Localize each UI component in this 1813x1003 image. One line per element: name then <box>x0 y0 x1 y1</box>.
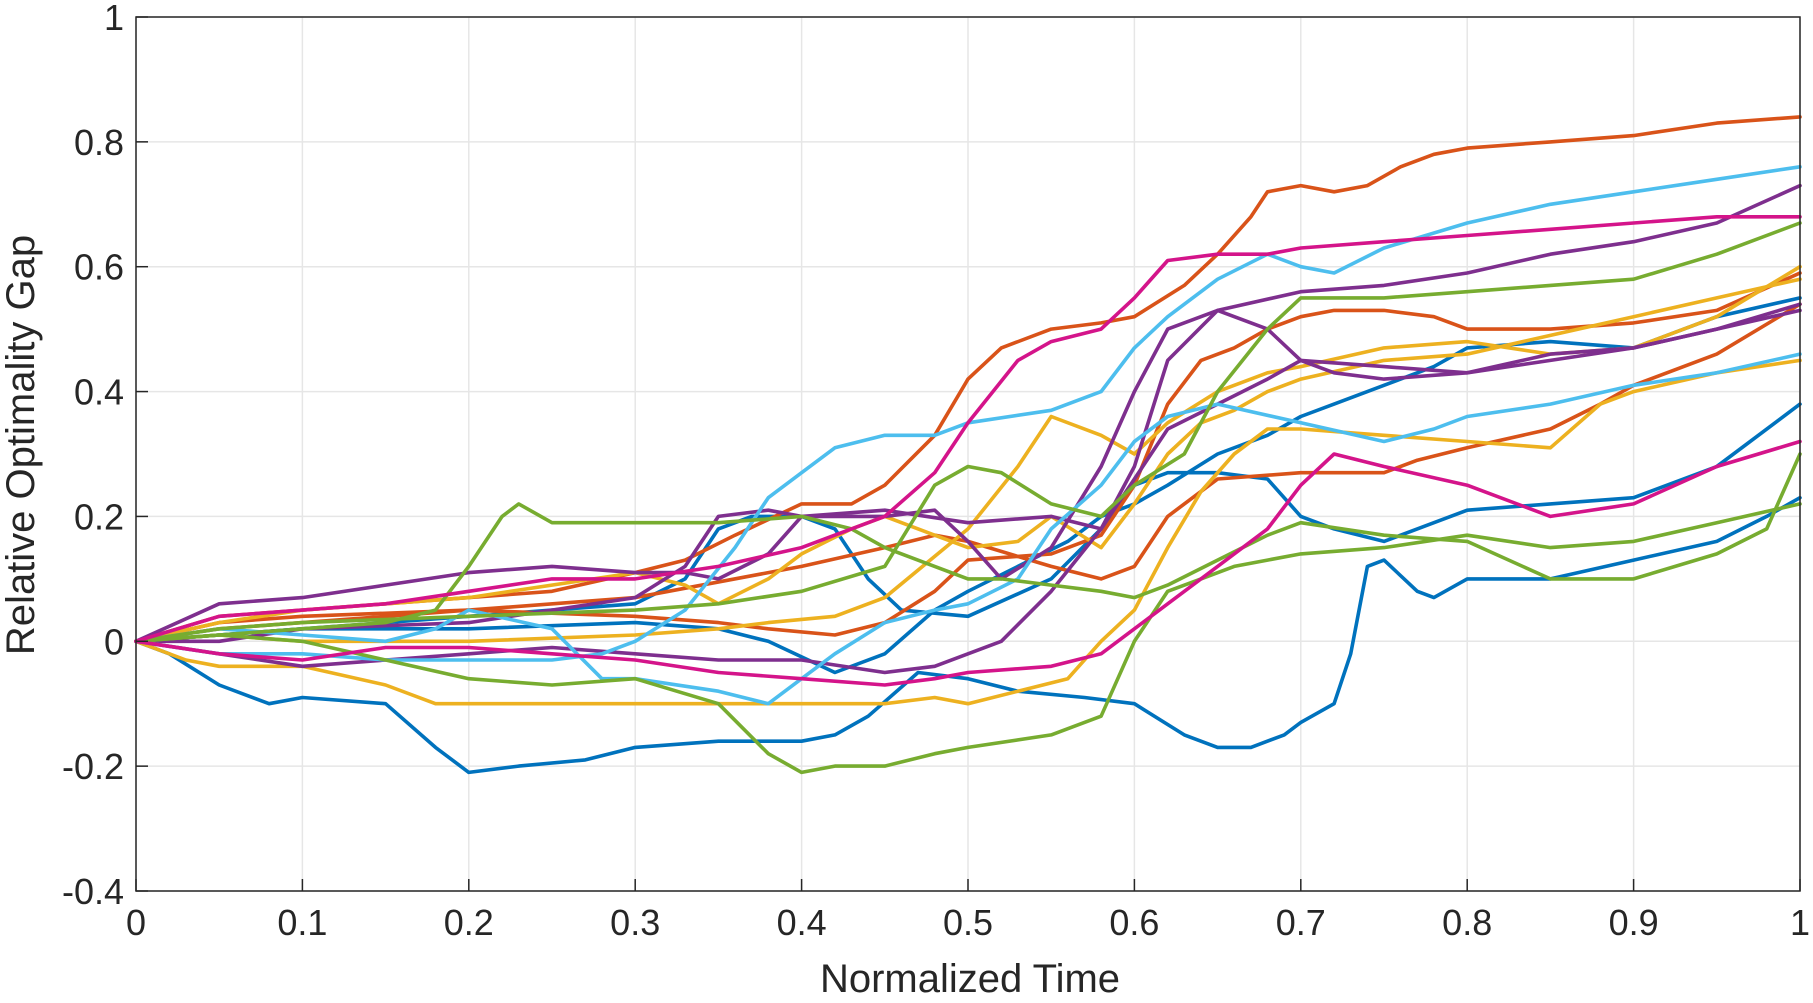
y-tick-label: 1 <box>104 0 124 38</box>
y-tick-label: -0.2 <box>62 746 124 787</box>
x-axis-label: Normalized Time <box>820 957 1120 998</box>
x-tick-label: 0.7 <box>1276 902 1326 943</box>
series-line-8 <box>134 264 1802 644</box>
x-tick-label: 0.6 <box>1109 902 1159 943</box>
x-tick-label: 0.8 <box>1442 902 1492 943</box>
x-tick-label: 0.9 <box>1609 902 1659 943</box>
series-line-19 <box>134 439 1802 687</box>
x-tick-label: 0.4 <box>777 902 827 943</box>
x-tick-label: 0.3 <box>610 902 660 943</box>
series-line-15 <box>134 452 1802 644</box>
y-tick-label: 0.2 <box>74 496 124 537</box>
x-tick-label: 0 <box>126 902 146 943</box>
x-tick-label: 0.2 <box>444 902 494 943</box>
x-tick-label: 0.5 <box>943 902 993 943</box>
series-line-11 <box>134 302 1802 675</box>
series-lines <box>134 115 1802 775</box>
series-line-1 <box>134 495 1802 775</box>
series-line-14 <box>134 352 1802 706</box>
axes <box>135 16 1801 892</box>
series-line-17 <box>134 221 1802 644</box>
series-line-10 <box>134 308 1802 644</box>
y-tick-label: 0.8 <box>74 122 124 163</box>
series-line-13 <box>134 165 1802 662</box>
y-axis-label: Relative Optimality Gap <box>0 235 43 655</box>
y-tick-label: 0.6 <box>74 247 124 288</box>
series-line-4 <box>134 115 1802 644</box>
y-tick-label: 0.4 <box>74 372 124 413</box>
series-line-18 <box>134 215 1802 644</box>
series-line-6 <box>134 302 1802 644</box>
x-tick-label: 1 <box>1790 902 1810 943</box>
y-tick-label: -0.4 <box>62 871 124 912</box>
x-tick-label: 0.1 <box>277 902 327 943</box>
y-tick-label: 0 <box>104 621 124 662</box>
series-line-7 <box>134 358 1802 706</box>
tick-labels: 0 0.1 0.2 0.3 0.4 0.5 0.6 0.7 0.8 0.9 1 -0.4 -0.2 0 0.… <box>62 0 1810 943</box>
series-line-9 <box>134 277 1802 644</box>
series-line-16 <box>134 502 1802 775</box>
